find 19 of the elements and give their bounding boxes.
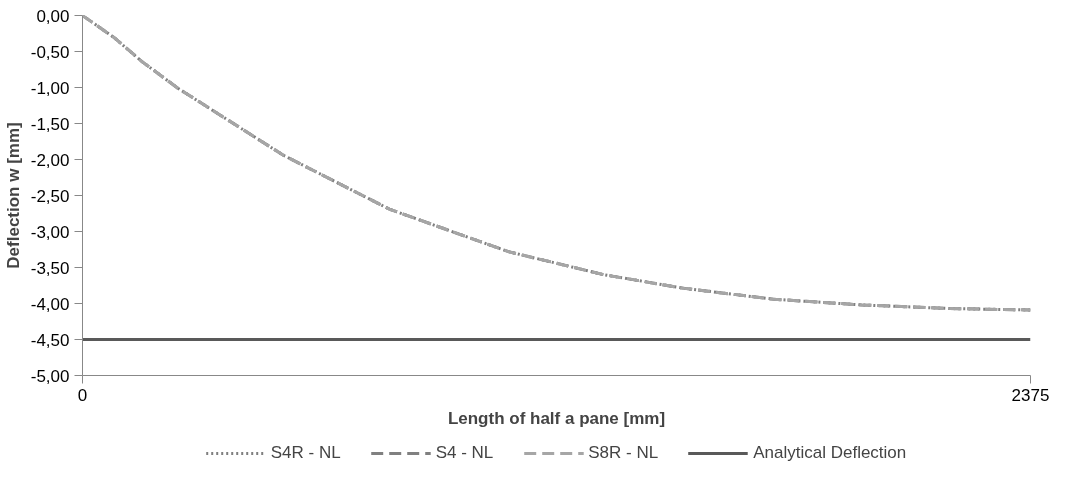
x-axis-title: Length of half a pane [mm]	[447, 408, 666, 428]
legend-label: S4 - NL	[435, 442, 494, 463]
y-tick-label: -4,00	[30, 294, 70, 314]
legend-label: S4R - NL	[270, 442, 341, 463]
y-tick-label: -0,50	[30, 42, 70, 62]
y-axis-title: Deflection w [mm]	[3, 122, 23, 269]
x-tick-label: 2375	[1011, 385, 1050, 405]
y-tick-label: -1,50	[30, 114, 70, 134]
y-tick-label: -3,00	[30, 222, 70, 242]
y-tick-label: -1,00	[30, 78, 70, 98]
y-tick-label: -5,00	[30, 366, 70, 386]
y-tick-label: -4,50	[30, 330, 70, 350]
y-tick-label: 0,00	[36, 6, 70, 26]
y-tick-label: -3,50	[30, 258, 70, 278]
y-tick-label: -2,50	[30, 186, 70, 206]
y-tick-label: -2,00	[30, 150, 70, 170]
legend-label: S8R - NL	[588, 442, 659, 463]
legend-label: Analytical Deflection	[753, 442, 907, 463]
x-tick-label: 0	[77, 385, 88, 405]
